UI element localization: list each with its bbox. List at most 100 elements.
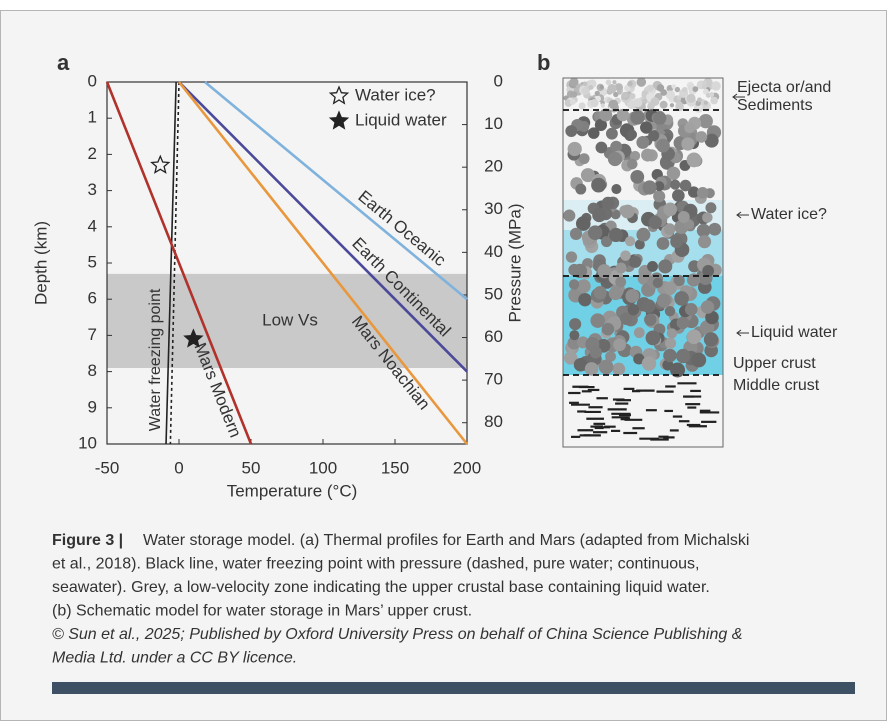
y-tick-label: 3 [88,180,97,199]
sediment-dot [697,97,702,103]
grain [697,235,712,249]
footer-bar [52,682,855,694]
y-tick-label: 4 [88,216,97,235]
sediment-dot [671,84,677,89]
sediment-dot [627,80,633,87]
grain [641,356,657,371]
grain [674,291,689,306]
grain [645,330,661,346]
sediment-dot [709,91,715,98]
grain [656,138,670,153]
sediment-dot [578,102,586,110]
grain [627,129,638,140]
column-frame [562,77,724,448]
grain [664,337,677,349]
grain [656,237,670,250]
panel-label: a [57,50,70,75]
grain [563,209,576,222]
grain [620,250,631,261]
sediment-dot [646,84,654,92]
grain [691,352,707,368]
grain [576,279,591,294]
sediment-dot [582,81,588,86]
x-tick-label: 100 [309,458,337,477]
layer-label: Ejecta or/and [737,79,831,96]
y-tick-label: 8 [88,361,97,380]
grain [686,152,702,168]
y-tick-label: 6 [88,289,97,308]
grain [700,300,715,314]
series-line [105,81,253,445]
grain [666,328,678,339]
grain [641,299,656,313]
star-marker [183,328,204,348]
grain [676,316,690,330]
y2-tick-label: 30 [484,199,503,218]
grain [575,216,591,231]
grain [673,274,685,287]
grain [636,135,650,149]
y2-tick-label: 10 [484,114,503,133]
grain [652,277,663,288]
sediment-dot [711,81,721,91]
grain [675,348,691,364]
grain [666,166,681,181]
grain [684,122,695,134]
grain [705,310,719,325]
grain [615,276,627,288]
sediment-dot [594,90,600,96]
grain [670,235,683,249]
grain [594,118,608,132]
grain [613,338,626,352]
caption-line: seawater). Grey, a low-velocity zone ind… [52,579,710,596]
grain [626,158,638,170]
caption-credit: © Sun et al., 2025; Published by Oxford … [52,626,742,643]
y-tick-label: 7 [88,325,97,344]
grain [633,327,645,339]
sediment-dot [590,99,599,108]
sediment-dot [622,92,628,98]
grain [584,362,599,376]
sediment-dot [615,83,623,92]
y2-axis-title: Pressure (MPa) [505,203,524,322]
grain [627,304,640,316]
grain [702,264,715,277]
y2-tick-label: 60 [484,327,503,346]
sediment-dot [669,103,675,108]
grain [624,236,636,247]
grain [663,223,676,235]
grain [636,227,651,242]
label-arrow [736,211,749,219]
grain [598,359,614,375]
grain [595,141,608,154]
sediment-dot [599,85,604,90]
grain [641,148,655,162]
grain [608,227,624,243]
grain [664,306,676,317]
y2-tick-label: 0 [494,71,503,90]
grain [653,190,666,203]
grain [569,318,582,331]
grain [580,168,595,183]
sediment-dot [636,77,647,87]
grain [696,186,709,199]
freezing-line [169,81,180,445]
grain [656,293,671,308]
caption-line: (b) Schematic model for water storage in… [52,603,472,620]
layer-label: Sediments [737,97,813,114]
grain [611,184,622,195]
grain [612,362,626,376]
freezing-label: Water freezing point [147,288,164,431]
grain [587,127,600,139]
caption-line: Water storage model. (a) Thermal profile… [143,532,749,549]
grain [593,286,607,300]
caption-line: et al., 2018). Black line, water freezin… [52,556,699,573]
grain [634,239,645,250]
grain [648,130,660,142]
sediment-dot [608,99,619,109]
x-tick-label: 200 [453,458,481,477]
grain [565,125,578,138]
grain [677,211,690,224]
grain [607,151,623,167]
grain [601,322,615,336]
